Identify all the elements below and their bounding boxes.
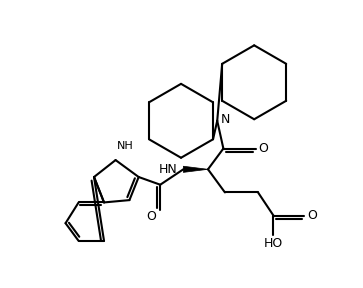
Text: O: O bbox=[146, 210, 156, 223]
Text: HN: HN bbox=[158, 163, 177, 176]
Text: N: N bbox=[221, 113, 231, 126]
Text: O: O bbox=[258, 142, 268, 155]
Text: O: O bbox=[307, 209, 317, 222]
Text: HO: HO bbox=[264, 238, 283, 251]
Polygon shape bbox=[183, 166, 208, 173]
Text: NH: NH bbox=[117, 141, 134, 151]
